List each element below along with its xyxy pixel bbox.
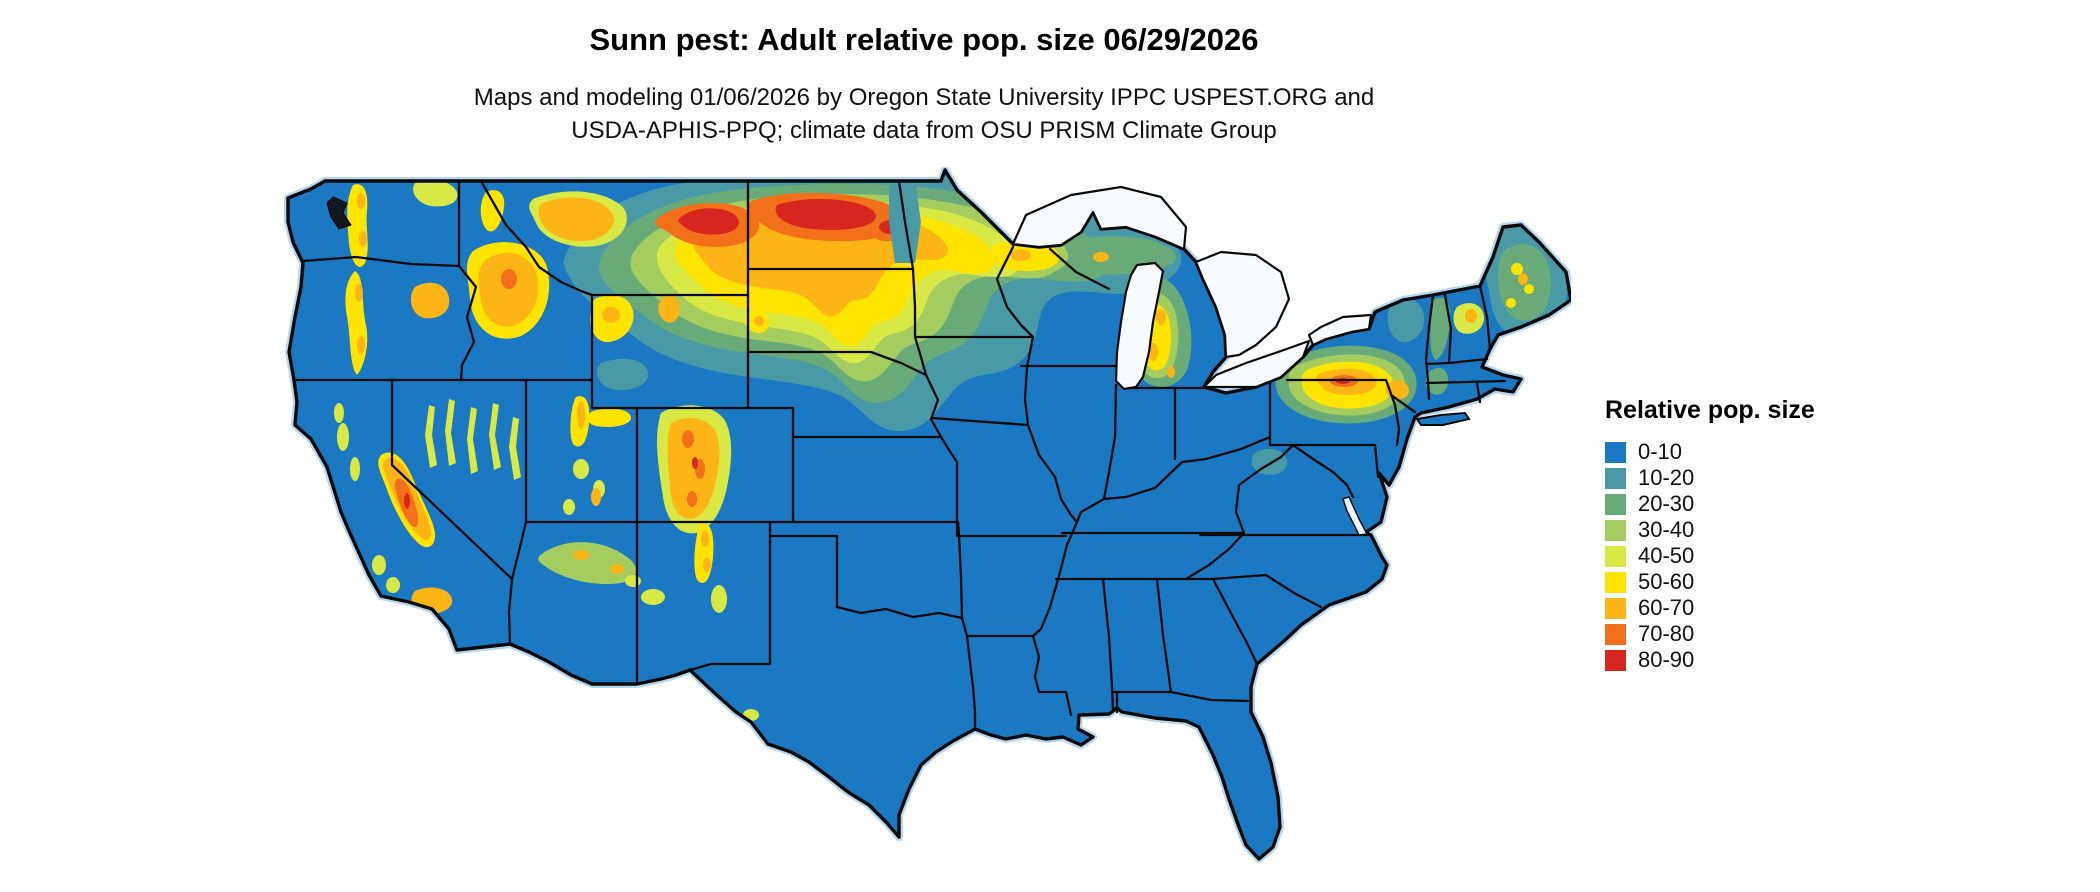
legend-swatch — [1605, 441, 1626, 463]
subtitle-line-1: Maps and modeling 01/06/2026 by Oregon S… — [473, 84, 1375, 111]
legend-row: 30-40 — [1605, 517, 1815, 543]
legend-row: 0-10 — [1605, 439, 1815, 465]
legend-row: 10-20 — [1605, 465, 1815, 491]
legend-row: 50-60 — [1605, 569, 1815, 595]
legend-row: 60-70 — [1605, 595, 1815, 621]
lake-huron — [1194, 250, 1291, 359]
lake-superior — [1011, 185, 1188, 251]
subtitle-line-2: USDA-APHIS-PPQ; climate data from OSU PR… — [571, 117, 1277, 144]
legend-label: 70-80 — [1638, 621, 1695, 646]
legend-items: 0-10 10-20 20-30 30-40 40-50 50-60 60-70 70-80 8… — [1605, 439, 1815, 673]
page-title: Sunn pest: Adult relative pop. size 06/2… — [589, 22, 1259, 57]
legend-swatch — [1605, 597, 1626, 619]
legend-swatch — [1605, 519, 1626, 541]
legend-row: 80-90 — [1605, 647, 1815, 673]
us-map — [284, 167, 1571, 863]
legend-label: 10-20 — [1638, 465, 1695, 490]
legend-swatch — [1605, 545, 1626, 567]
lake-erie — [1202, 339, 1311, 389]
legend-swatch — [1605, 649, 1626, 671]
state-borders — [292, 179, 1507, 731]
legend-swatch — [1605, 623, 1626, 645]
legend-label: 40-50 — [1638, 543, 1695, 568]
puget-sound — [326, 196, 352, 230]
legend-row: 40-50 — [1605, 543, 1815, 569]
legend-row: 20-30 — [1605, 491, 1815, 517]
lake-ontario — [1307, 313, 1373, 347]
legend-swatch — [1605, 467, 1626, 489]
long-island — [1415, 411, 1471, 426]
legend-label: 0-10 — [1638, 439, 1683, 464]
legend-label: 50-60 — [1638, 569, 1695, 594]
legend-swatch — [1605, 493, 1626, 515]
lake-michigan — [1114, 261, 1165, 391]
chesapeake-bay — [1342, 496, 1369, 536]
legend-label: 20-30 — [1638, 491, 1695, 516]
legend-label: 60-70 — [1638, 595, 1695, 620]
legend: Relative pop. size 0-10 10-20 20-30 30-40 40… — [1605, 396, 1815, 673]
legend-title: Relative pop. size — [1605, 396, 1815, 424]
legend-label: 30-40 — [1638, 517, 1695, 542]
legend-label: 80-90 — [1638, 647, 1695, 672]
legend-row: 70-80 — [1605, 621, 1815, 647]
legend-swatch — [1605, 571, 1626, 593]
